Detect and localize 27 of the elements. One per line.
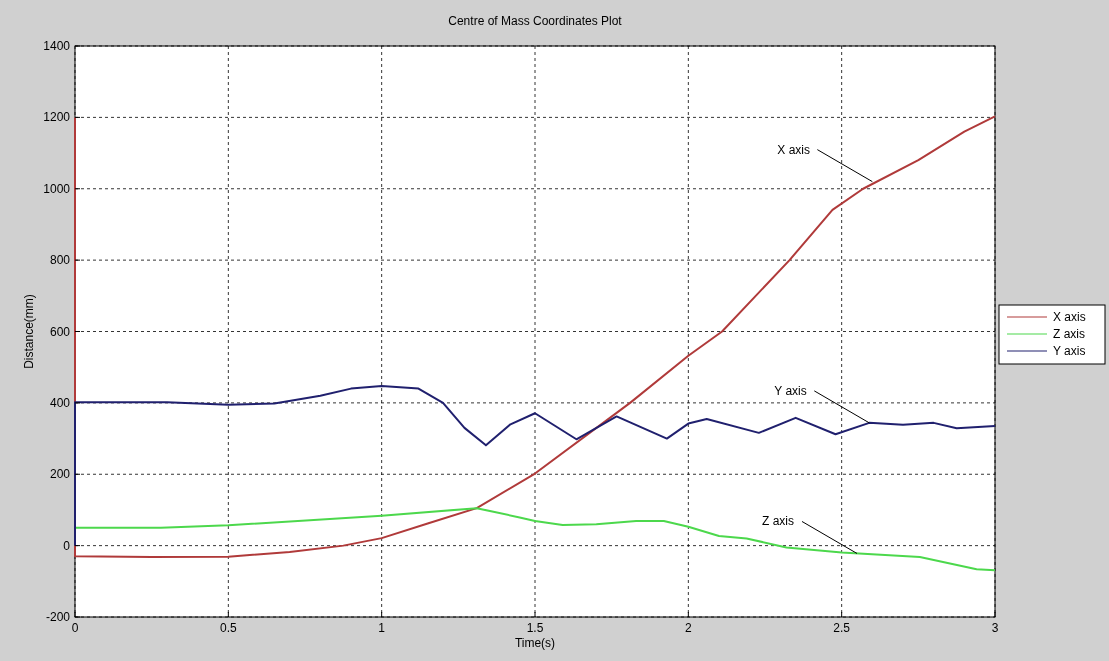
y-axis-title: Distance(mm) <box>22 294 36 369</box>
annotation: Y axis <box>774 383 807 398</box>
annotation: X axis <box>777 142 811 157</box>
y-tick-label: -200 <box>45 610 71 624</box>
y-tick-label: 1400 <box>43 39 71 53</box>
x-tick-label: 1 <box>378 621 386 635</box>
x-tick-label: 0.5 <box>219 621 237 635</box>
x-tick-label: 1.5 <box>526 621 544 635</box>
y-tick-label: 1000 <box>43 181 71 196</box>
line-series <box>74 115 996 559</box>
y-tick-label: 1200 <box>43 110 71 125</box>
legend-label: X axis <box>1053 310 1086 324</box>
legend-label: Z axis <box>1053 327 1086 341</box>
x-tick-label: 2 <box>684 621 692 635</box>
y-tick-label: 0 <box>63 538 71 553</box>
y-tick-label: 400 <box>49 395 71 410</box>
legend-label: Y axis <box>1053 344 1086 358</box>
line-series <box>74 507 996 572</box>
y-tick-label: 800 <box>49 253 71 268</box>
y-tick-label: 600 <box>49 324 71 339</box>
line-series <box>74 385 996 547</box>
x-tick-label: 2.5 <box>833 621 851 635</box>
x-tick-label: 3 <box>991 621 999 635</box>
x-axis-title: Time(s) <box>514 636 556 650</box>
y-tick-label: 200 <box>49 467 71 482</box>
annotation: Z axis <box>762 514 795 529</box>
chart-title: Centre of Mass Coordinates Plot <box>448 14 623 28</box>
